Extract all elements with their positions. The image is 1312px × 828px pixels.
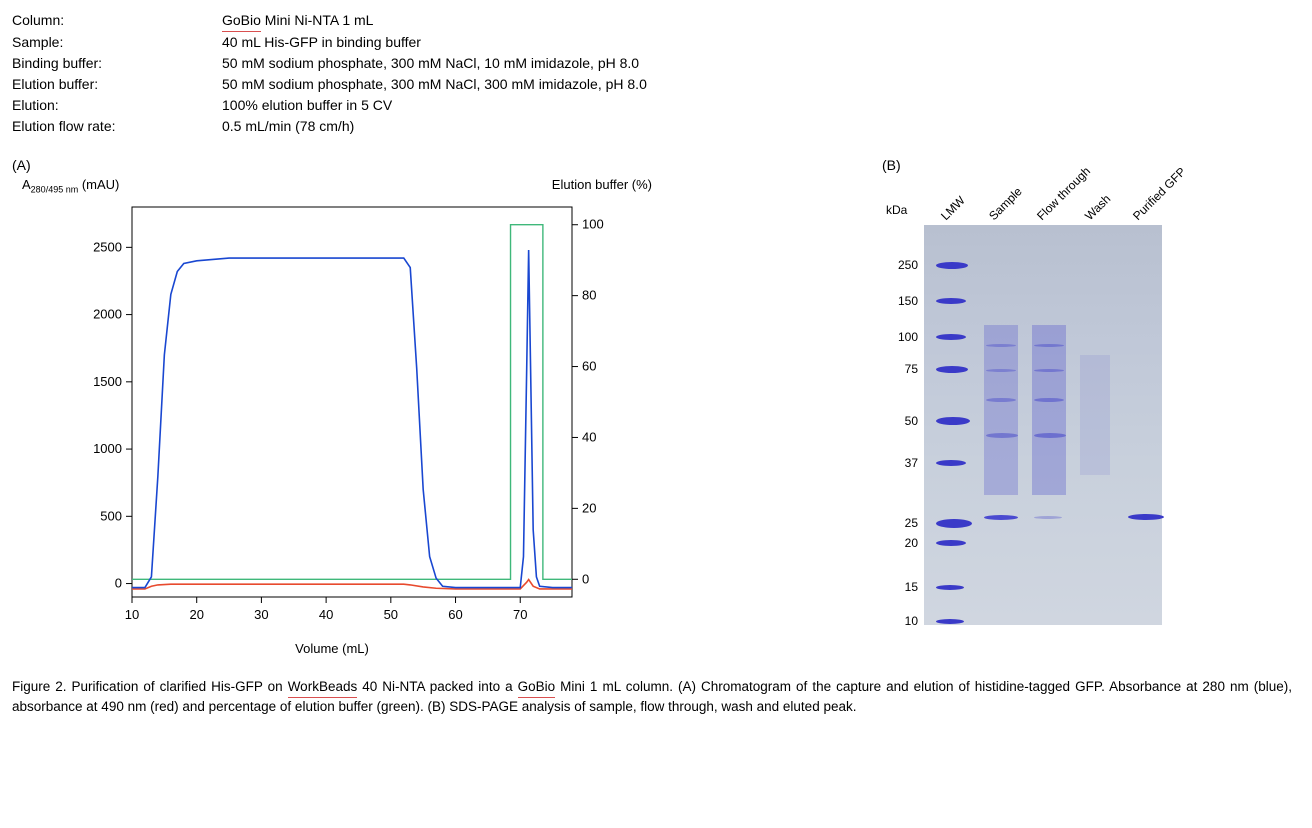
gel-band (936, 334, 966, 340)
gel-band (936, 298, 966, 304)
spec-value: 50 mM sodium phosphate, 300 mM NaCl, 300… (222, 74, 1300, 95)
gel-lane-label: Wash (1082, 192, 1113, 223)
spec-label: Elution flow rate: (12, 116, 222, 137)
svg-text:70: 70 (513, 607, 527, 622)
gel-mw-label: 50 (882, 414, 918, 428)
panel-b: (B) kDa LMWSampleFlow throughWashPurifie… (882, 157, 1162, 625)
underlined-word: WorkBeads (288, 678, 358, 698)
panel-a-label: (A) (12, 157, 652, 173)
svg-text:0: 0 (582, 571, 589, 586)
gel-lane-label: Sample (986, 184, 1025, 223)
gel-band (1128, 514, 1164, 520)
svg-text:20: 20 (189, 607, 203, 622)
gel-band (986, 369, 1016, 372)
panel-b-label: (B) (882, 157, 1162, 173)
figure-caption: Figure 2. Purification of clarified His-… (12, 678, 1292, 717)
panel-a: (A) A280/495 nm (mAU) Elution buffer (%)… (12, 157, 652, 656)
gel-band (986, 398, 1016, 402)
underlined-word: GoBio (518, 678, 556, 698)
spec-value: GoBio Mini Ni-NTA 1 mL (222, 10, 1300, 32)
gel-mw-label: 100 (882, 330, 918, 344)
x-axis-label: Volume (mL) (12, 641, 652, 656)
chromatogram-chart: 10 20 30 40 50 60 70 0 500 1000 1500 2000 2500 0 20 40 6… (12, 177, 652, 637)
gel-band (936, 460, 966, 466)
spec-table: Column:GoBio Mini Ni-NTA 1 mLSample:40 m… (12, 10, 1300, 137)
gel-mw-label: 150 (882, 294, 918, 308)
gel-band (1034, 433, 1066, 438)
spec-row: Elution flow rate:0.5 mL/min (78 cm/h) (12, 116, 1300, 137)
gel-band (1034, 398, 1064, 402)
y-axis-left-label: A280/495 nm (mAU) (22, 177, 119, 195)
gel-band (936, 519, 972, 528)
svg-text:1000: 1000 (93, 441, 122, 456)
svg-text:30: 30 (254, 607, 268, 622)
kda-label: kDa (886, 203, 907, 217)
gel-band (936, 262, 968, 269)
gel-band (1034, 344, 1064, 347)
spec-value: 40 mL His-GFP in binding buffer (222, 32, 1300, 53)
svg-text:60: 60 (448, 607, 462, 622)
gel-band (986, 433, 1018, 438)
gel-band (936, 585, 964, 590)
svg-text:40: 40 (582, 429, 596, 444)
spec-row: Binding buffer:50 mM sodium phosphate, 3… (12, 53, 1300, 74)
gel-band (1034, 369, 1064, 372)
gel-mw-label: 37 (882, 456, 918, 470)
spec-row: Column:GoBio Mini Ni-NTA 1 mL (12, 10, 1300, 32)
gel-band (936, 366, 968, 373)
gel-band (936, 540, 966, 546)
svg-text:500: 500 (100, 508, 122, 523)
y-axis-right-label: Elution buffer (%) (552, 177, 652, 192)
svg-text:1500: 1500 (93, 374, 122, 389)
gel-smear (1032, 325, 1066, 495)
spec-row: Elution:100% elution buffer in 5 CV (12, 95, 1300, 116)
spec-label: Column: (12, 10, 222, 32)
gel-lane-label: Purified GFP (1130, 165, 1188, 223)
svg-text:100: 100 (582, 217, 604, 232)
gel-band (984, 515, 1018, 520)
chart-wrapper: A280/495 nm (mAU) Elution buffer (%) 10 2… (12, 177, 652, 656)
svg-text:40: 40 (319, 607, 333, 622)
svg-text:2000: 2000 (93, 307, 122, 322)
gel-band (936, 417, 970, 425)
spec-row: Sample:40 mL His-GFP in binding buffer (12, 32, 1300, 53)
gel-band (936, 619, 964, 624)
figure-row: (A) A280/495 nm (mAU) Elution buffer (%)… (12, 157, 1300, 656)
gel-smear (1080, 355, 1110, 475)
gel-smear (984, 325, 1018, 495)
gel-mw-label: 250 (882, 258, 918, 272)
spec-row: Elution buffer:50 mM sodium phosphate, 3… (12, 74, 1300, 95)
spec-value: 100% elution buffer in 5 CV (222, 95, 1300, 116)
svg-text:0: 0 (115, 576, 122, 591)
spec-label: Sample: (12, 32, 222, 53)
gel-mw-label: 25 (882, 516, 918, 530)
svg-text:2500: 2500 (93, 239, 122, 254)
gel-band (986, 344, 1016, 347)
gel-mw-label: 75 (882, 362, 918, 376)
spec-value: 0.5 mL/min (78 cm/h) (222, 116, 1300, 137)
spec-label: Elution: (12, 95, 222, 116)
spec-label: Binding buffer: (12, 53, 222, 74)
svg-text:80: 80 (582, 288, 596, 303)
svg-text:20: 20 (582, 500, 596, 515)
gel-mw-label: 10 (882, 614, 918, 628)
gel-lane-label: LMW (938, 193, 968, 223)
gel-mw-label: 15 (882, 580, 918, 594)
svg-text:60: 60 (582, 359, 596, 374)
spec-label: Elution buffer: (12, 74, 222, 95)
gel-mw-label: 20 (882, 536, 918, 550)
gel-image: kDa LMWSampleFlow throughWashPurified GF… (882, 177, 1162, 625)
svg-text:50: 50 (384, 607, 398, 622)
gel-band (1034, 516, 1062, 519)
spec-value: 50 mM sodium phosphate, 300 mM NaCl, 10 … (222, 53, 1300, 74)
svg-text:10: 10 (125, 607, 139, 622)
